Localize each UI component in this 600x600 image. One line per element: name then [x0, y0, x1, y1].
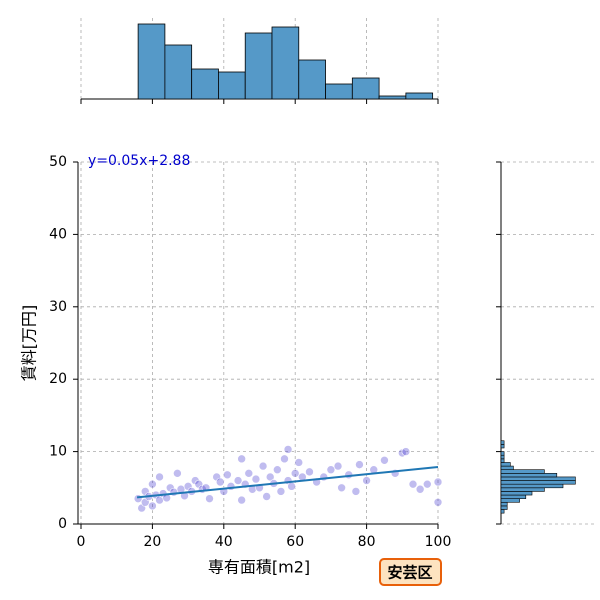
bar	[325, 83, 353, 100]
bar	[500, 454, 505, 460]
bar	[500, 451, 505, 456]
point	[355, 460, 364, 469]
point	[362, 476, 371, 485]
point	[237, 454, 246, 464]
bar	[500, 465, 514, 470]
point	[333, 461, 343, 471]
point	[276, 487, 286, 496]
x-tick-label: 100	[425, 534, 452, 550]
point	[294, 458, 304, 467]
bar	[500, 444, 505, 449]
y-tick-label: 10	[49, 444, 67, 460]
point	[212, 472, 221, 482]
bar	[500, 509, 505, 514]
point	[190, 476, 200, 485]
point	[351, 487, 361, 496]
point	[165, 483, 175, 493]
y-tick-label: 30	[49, 299, 67, 315]
point	[380, 455, 389, 465]
y-tick-label: 50	[49, 154, 67, 170]
x-tick-label: 80	[358, 534, 376, 550]
point	[140, 487, 150, 496]
point	[233, 476, 243, 485]
bar	[164, 44, 193, 100]
bar	[500, 501, 508, 507]
bar	[500, 487, 545, 492]
point	[337, 483, 346, 493]
bar	[378, 95, 407, 100]
bar	[137, 23, 166, 100]
point	[287, 482, 296, 491]
point	[251, 474, 261, 484]
bar	[500, 440, 505, 445]
point	[326, 465, 336, 475]
point	[155, 472, 164, 482]
x-tick-label: 60	[286, 534, 304, 550]
bar	[298, 59, 326, 100]
point	[273, 465, 282, 475]
bar	[500, 480, 576, 485]
point	[205, 494, 214, 503]
point	[433, 477, 443, 487]
bar	[500, 462, 511, 467]
bar	[218, 71, 246, 100]
point	[258, 461, 268, 471]
bar	[500, 458, 505, 463]
point	[215, 477, 225, 487]
point	[422, 479, 432, 489]
x-tick-label: 40	[215, 534, 233, 550]
bar	[500, 483, 564, 489]
point	[305, 467, 314, 477]
bar	[500, 473, 558, 478]
point	[148, 501, 157, 511]
y-axis-label: 賃料[万円]	[20, 305, 39, 382]
point	[433, 497, 443, 507]
point	[280, 454, 289, 464]
point	[283, 445, 293, 454]
point	[401, 447, 411, 456]
point	[244, 469, 254, 478]
bar	[500, 491, 533, 496]
bar	[191, 68, 219, 100]
badge-box	[379, 558, 442, 586]
y-tick-label: 20	[49, 371, 67, 387]
point	[223, 470, 232, 480]
bar	[500, 476, 576, 481]
point	[262, 492, 271, 501]
bar	[271, 26, 300, 100]
bar	[351, 77, 380, 100]
bar	[405, 92, 434, 100]
badge: 安芸区	[387, 564, 432, 582]
bar	[244, 32, 273, 100]
bar	[500, 494, 527, 499]
point	[183, 482, 193, 491]
point	[194, 479, 204, 489]
point	[415, 484, 425, 494]
point	[173, 469, 182, 478]
fit-line	[136, 465, 439, 499]
point	[265, 472, 275, 482]
y-tick-label: 0	[58, 516, 67, 532]
fit-equation: y=0.05x+2.88	[88, 153, 190, 169]
bar	[500, 469, 545, 474]
point	[148, 479, 157, 489]
bar	[500, 505, 508, 510]
x-axis-label: 専有面積[m2]	[208, 558, 310, 577]
x-tick-label: 0	[77, 534, 86, 550]
point	[290, 469, 300, 478]
point	[408, 479, 418, 489]
point	[133, 494, 143, 503]
y-tick-label: 40	[49, 226, 67, 242]
point	[237, 495, 246, 505]
x-tick-label: 20	[143, 534, 161, 550]
bar	[500, 498, 520, 503]
